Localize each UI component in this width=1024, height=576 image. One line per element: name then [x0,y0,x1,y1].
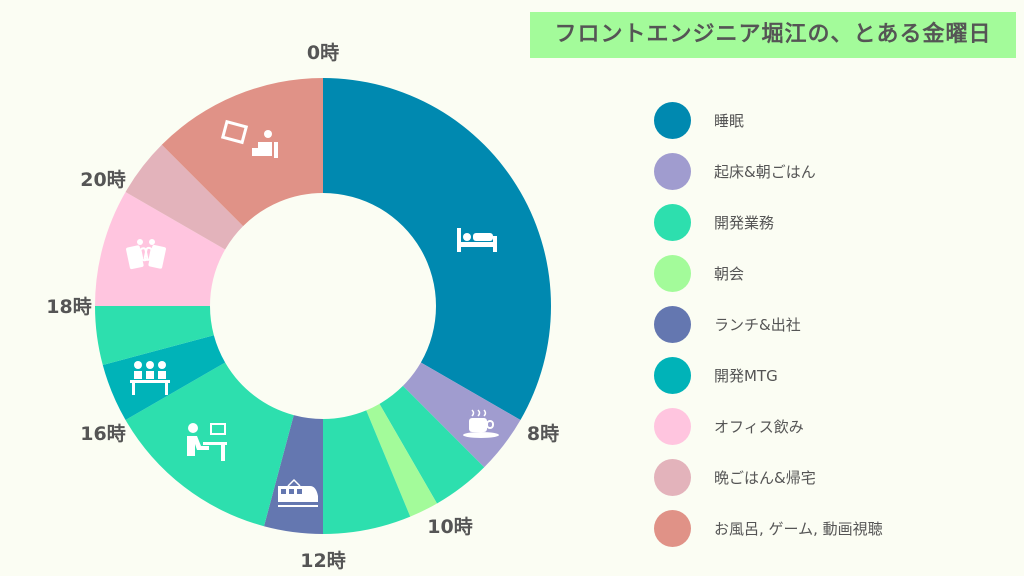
legend-swatch [654,408,691,445]
donut-segment-4 [323,410,411,534]
legend-swatch [654,153,691,190]
tv-watching-icon [220,119,278,158]
coffee-icon [463,409,499,438]
donut-segment-10 [125,144,244,250]
hour-label: 18時 [46,296,91,318]
legend-label: お風呂, ゲーム, 動画視聴 [714,520,883,538]
legend-label: 睡眠 [714,112,745,130]
legend-item: 睡眠 [654,95,883,146]
desk-worker-icon [187,423,227,461]
legend-item: 晩ごはん&帰宅 [654,452,883,503]
legend-swatch [654,357,691,394]
legend-item: ランチ&出社 [654,299,883,350]
legend-label: 朝会 [714,265,745,283]
legend-label: 開発MTG [714,367,778,385]
hour-label: 10時 [427,516,472,538]
legend-label: オフィス飲み [714,418,804,436]
hour-label: 0時 [307,42,339,64]
legend-label: ランチ&出社 [714,316,801,334]
legend-label: 晩ごはん&帰宅 [714,469,816,487]
legend-swatch [654,306,691,343]
donut-segment-3 [366,403,437,517]
beer-cheers-icon [126,239,166,270]
donut-segment-1 [402,362,521,468]
legend-swatch [654,102,691,139]
legend-swatch [654,204,691,241]
donut-segment-8 [95,306,214,366]
meeting-icon [130,361,170,395]
train-icon [278,478,318,507]
legend: 睡眠起床&朝ごはん 開発業務朝会ランチ&出社 開発MTG オフィス飲み 晩ごはん&帰宅お… [654,95,883,554]
hour-label: 12時 [300,550,345,572]
hour-label: 20時 [80,169,125,191]
bed-icon [457,228,497,252]
donut-segment-11 [161,78,323,227]
hour-label: 8時 [527,423,559,445]
chart-title: フロントエンジニア堀江の、とある金曜日 [530,12,1016,58]
legend-label: 開発業務 [714,214,775,232]
legend-item: 開発MTG [654,350,883,401]
legend-item: 開発業務 [654,197,883,248]
legend-item: オフィス飲み [654,401,883,452]
legend-swatch [654,510,691,547]
legend-item: 起床&朝ごはん [654,146,883,197]
legend-swatch [654,255,691,292]
legend-item: 朝会 [654,248,883,299]
legend-item: お風呂, ゲーム, 動画視聴 [654,503,883,554]
legend-swatch [654,459,691,496]
donut-segment-5 [263,415,323,534]
donut-segment-2 [379,385,485,504]
donut-chart: 0時 8時 10時 12時 16時 18時 20時 [46,42,559,572]
hour-label: 16時 [80,423,125,445]
legend-label: 起床&朝ごはん [714,163,816,181]
donut-segment-0 [323,78,551,420]
